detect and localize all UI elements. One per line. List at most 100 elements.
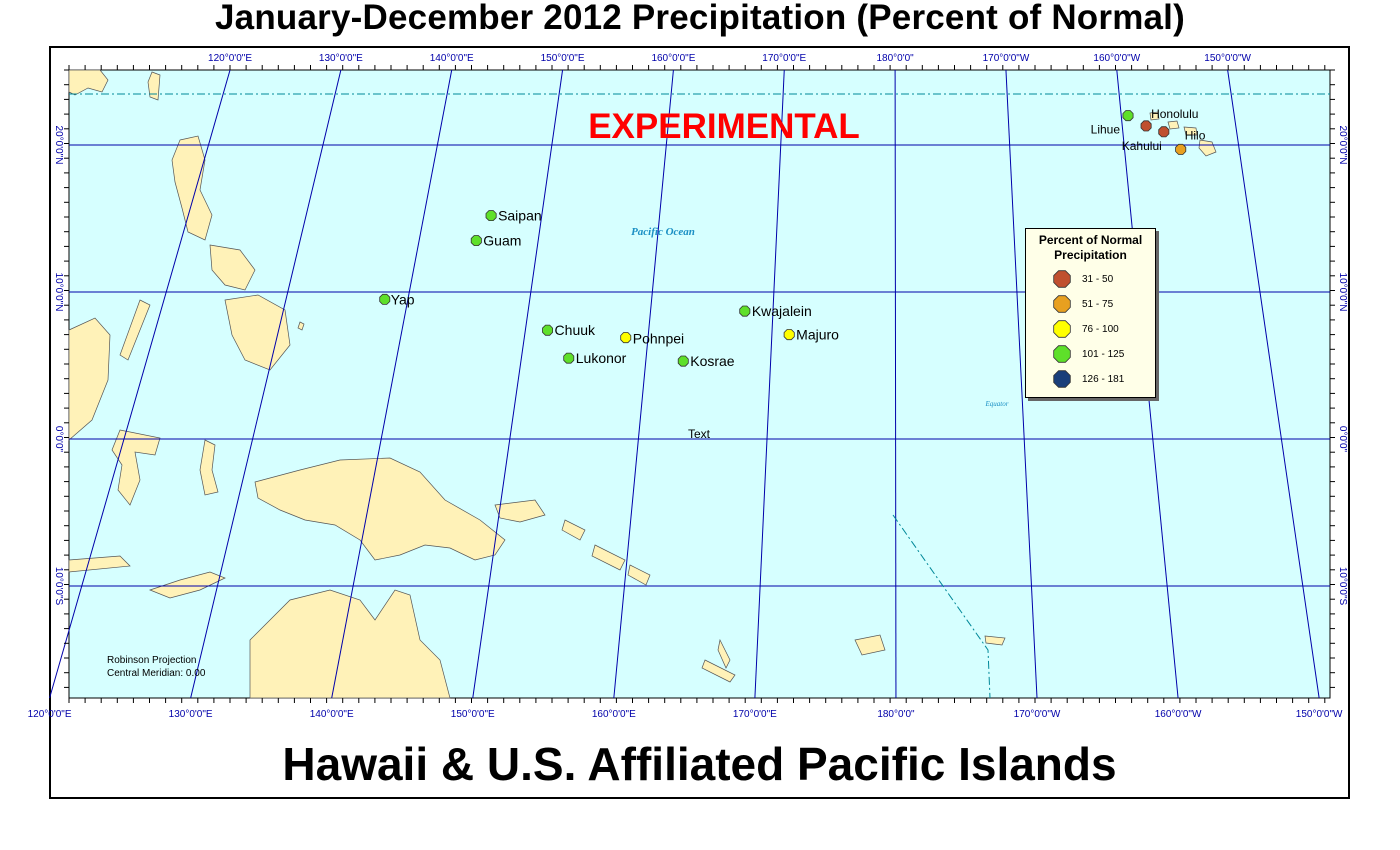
legend: Percent of Normal Precipitation 31 - 50 5… [1025, 228, 1156, 398]
station-kosrae: Kosrae [677, 353, 735, 369]
latitude-label: 0°0'0" [53, 426, 64, 453]
station-label: Lukonor [576, 350, 627, 366]
land-taiwan-island [147, 71, 161, 101]
station-markers: Saipan Guam Yap Chuuk Pohnpei Lukonor Kosrae Kw… [379, 107, 1206, 369]
longitude-label: 180°0'0" [876, 53, 914, 64]
station-hilo: Hilo [1175, 128, 1206, 155]
longitude-label: 130°0'0"E [169, 709, 213, 720]
latitude-label: 10°0'0"S [1337, 567, 1348, 606]
station-marker [1140, 120, 1152, 132]
legend-item: 51 - 75 [1052, 294, 1113, 314]
station-guam: Guam [470, 233, 521, 249]
legend-item: 31 - 50 [1052, 269, 1113, 289]
longitude-label: 150°0'0"W [1296, 709, 1343, 720]
station-label: Pohnpei [633, 331, 684, 347]
longitude-label: 120°0'0"E [208, 53, 252, 64]
land-big-island [1198, 139, 1217, 157]
experimental-watermark: EXPERIMENTAL [588, 107, 860, 146]
station-yap: Yap [379, 291, 415, 307]
longitude-label: 130°0'0"E [319, 53, 363, 64]
legend-item-label: 76 - 100 [1082, 323, 1119, 335]
meridian-line [754, 69, 785, 699]
legend-title: Percent of Normal Precipitation [1026, 233, 1155, 263]
latitude-label: 10°0'0"S [53, 567, 64, 606]
longitude-label: 150°0'0"E [451, 709, 495, 720]
meridian-line [1227, 69, 1320, 699]
station-label: Yap [391, 291, 415, 307]
map-frame [49, 46, 1350, 799]
meridian-line [190, 69, 342, 699]
longitude-label: 160°0'0"E [592, 709, 636, 720]
land-solomons-3 [627, 564, 651, 586]
station-label: Hilo [1185, 128, 1206, 142]
station-kwajalein: Kwajalein [739, 303, 812, 319]
land-halmahera [199, 439, 219, 496]
station-marker [739, 305, 751, 317]
station-label: Saipan [498, 208, 542, 224]
legend-swatch [1053, 370, 1071, 388]
projection-line-1: Robinson Projection [107, 655, 197, 666]
station-label: Kahului [1122, 139, 1162, 153]
land-maui [1183, 126, 1198, 136]
legend-item-label: 31 - 50 [1082, 273, 1114, 285]
projection-line-2: Central Meridian: 0.00 [107, 668, 206, 679]
station-marker [783, 329, 795, 341]
longitude-label: 160°0'0"E [651, 53, 695, 64]
longitude-label: 170°0'0"W [983, 53, 1030, 64]
station-marker [485, 210, 497, 222]
land-solomons-2 [591, 544, 626, 571]
frame-ticks [64, 65, 1335, 703]
longitude-label: 140°0'0"E [430, 53, 474, 64]
legend-title-line-2: Precipitation [1054, 248, 1127, 262]
legend-title-line-1: Percent of Normal [1038, 233, 1143, 247]
longitude-label: 180°0'0" [877, 709, 915, 720]
station-marker [1175, 143, 1187, 155]
land-samoa [984, 635, 1006, 646]
latitude-label: 20°0'0"N [53, 126, 64, 165]
longitude-label: 170°0'0"E [762, 53, 806, 64]
station-label: Majuro [796, 327, 839, 343]
pacific-ocean-label: Pacific Ocean [631, 226, 695, 238]
station-label: Honolulu [1151, 107, 1198, 121]
longitude-label: 120°0'0"E [28, 709, 72, 720]
land-flores [68, 555, 131, 573]
latitude-label: 0°0'0" [1337, 426, 1348, 453]
legend-swatch [1053, 320, 1071, 338]
land-sulawesi [111, 429, 161, 506]
station-label: Lihue [1091, 123, 1121, 137]
station-saipan: Saipan [485, 208, 542, 224]
meridian-line [49, 69, 231, 699]
legend-item: 76 - 100 [1052, 319, 1119, 339]
land-australia [249, 589, 451, 699]
region-title: Hawaii & U.S. Affiliated Pacific Islands [282, 738, 1117, 790]
station-marker [542, 324, 553, 336]
map-title: January-December 2012 Precipitation (Per… [215, 0, 1185, 37]
land-taiwan [68, 69, 109, 96]
latitude-labels-left: 20°0'0"N 10°0'0"N 0°0'0" 10°0'0"S [53, 126, 64, 606]
station-pohnpei: Pohnpei [620, 331, 684, 347]
meridian-line [331, 69, 453, 699]
station-marker [563, 352, 575, 364]
legend-item: 126 - 181 [1052, 369, 1124, 389]
station-label: Kosrae [690, 353, 735, 369]
land-borneo [68, 317, 111, 441]
latitude-labels-right: 20°0'0"N 10°0'0"N 0°0'0" 10°0'0"S [1337, 126, 1348, 606]
meridian-line [613, 69, 674, 699]
land-timor [148, 571, 226, 599]
station-label: Guam [483, 233, 521, 249]
land-masses [68, 69, 1217, 699]
land-new-guinea [254, 457, 506, 561]
stray-text-label: Text [688, 427, 711, 441]
land-luzon [171, 135, 213, 241]
land-palawan [119, 299, 151, 361]
longitude-label: 170°0'0"E [733, 709, 777, 720]
land-kauai [1149, 111, 1160, 121]
longitude-label: 150°0'0"E [541, 53, 585, 64]
land-new-caledonia [701, 659, 736, 683]
station-marker [379, 293, 391, 305]
legend-swatch [1053, 270, 1071, 288]
station-label: Kwajalein [752, 303, 812, 319]
station-lukonor: Lukonor [563, 350, 627, 366]
legend-swatch [1053, 345, 1071, 363]
